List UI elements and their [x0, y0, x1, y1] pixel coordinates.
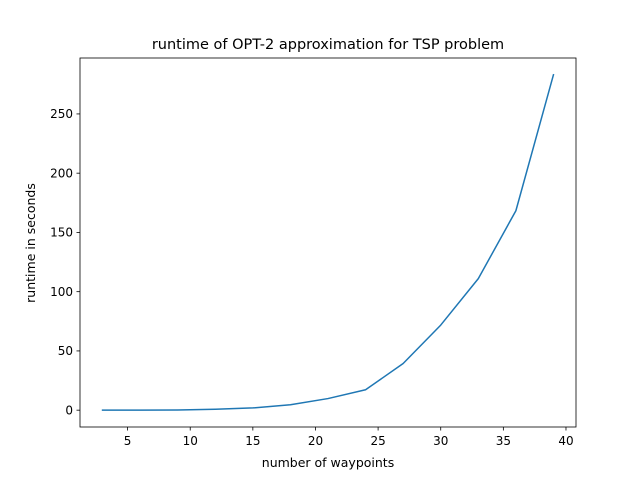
- y-tick-label: 0: [65, 403, 73, 417]
- x-tick-label: 30: [433, 434, 448, 448]
- y-tick-label: 150: [50, 226, 73, 240]
- plot-area: 5 10 15 20 25 30 35 40 0 50 100 150 200 250: [50, 57, 577, 448]
- y-tick-label: 50: [58, 344, 73, 358]
- x-tick-label: 35: [496, 434, 511, 448]
- chart-title: runtime of OPT-2 approximation for TSP p…: [152, 37, 504, 53]
- x-axis-label: number of waypoints: [262, 455, 394, 470]
- y-tick-label: 200: [50, 166, 73, 180]
- series-line-0: [101, 73, 555, 411]
- x-tick-label: 10: [183, 434, 198, 448]
- x-tick-label: 20: [308, 434, 323, 448]
- x-tick-label: 25: [370, 434, 385, 448]
- x-tick-label: 5: [124, 434, 132, 448]
- y-tick-label: 100: [50, 285, 73, 299]
- x-tick-label: 40: [558, 434, 573, 448]
- axes-frame: [79, 57, 577, 428]
- y-tick-label: 250: [50, 107, 73, 121]
- y-axis-label: runtime in seconds: [23, 183, 38, 303]
- x-tick-label: 15: [245, 434, 260, 448]
